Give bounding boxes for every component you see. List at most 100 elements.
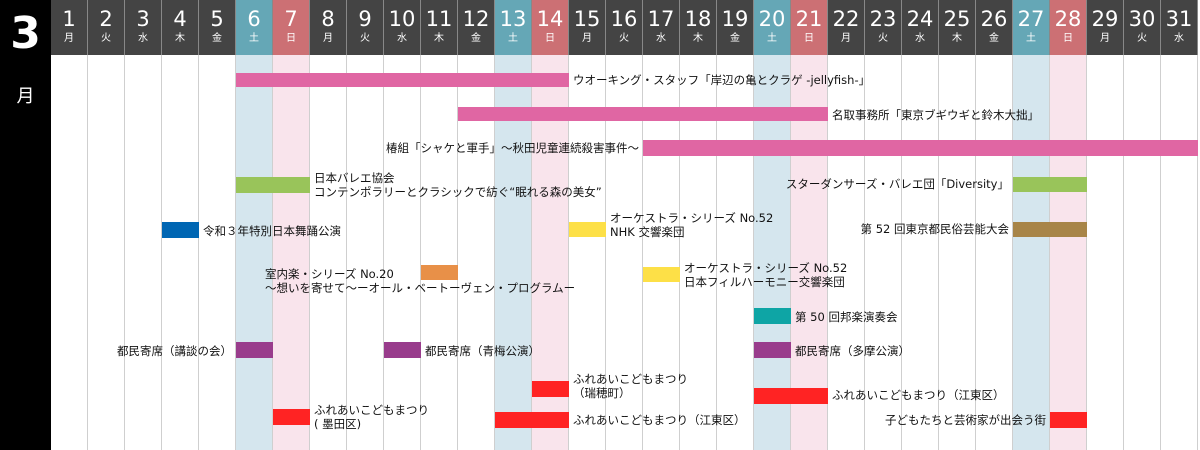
event-label-line: 都民寄席（講談の会） — [117, 344, 232, 358]
weekday-label: 水 — [1174, 33, 1184, 44]
day-number: 3 — [136, 7, 150, 31]
event-label-line: NHK 交響楽団 — [610, 225, 685, 239]
event-label-line: ふれあいこどもまつり（江東区） — [832, 388, 1005, 402]
event-stardancers-bar[interactable] — [1013, 177, 1087, 192]
weekday-label: 日 — [1063, 33, 1073, 44]
event-orchestra-nhk-label: オーケストラ・シリーズ No.52 NHK 交響楽団 — [610, 211, 773, 239]
event-natori-label: 名取事務所「東京ブギウギと鈴木大拙」 — [832, 108, 1039, 122]
weekday-label: 土 — [767, 33, 777, 44]
weekday-label: 日 — [286, 33, 296, 44]
day-column — [791, 0, 828, 450]
event-yose-ome-bar[interactable] — [384, 342, 421, 358]
event-fureai-sumida-bar[interactable] — [273, 409, 310, 425]
day-number: 19 — [721, 7, 749, 31]
event-yose-tama-label: 都民寄席（多摩公演） — [795, 344, 910, 358]
event-natori-bar[interactable] — [458, 107, 828, 121]
event-fureai-mizuho-bar[interactable] — [532, 381, 569, 397]
day-column — [680, 0, 717, 450]
day-column — [1124, 0, 1161, 450]
event-orchestra-japan-phil-bar[interactable] — [643, 267, 680, 282]
day-number: 12 — [462, 7, 490, 31]
day-number: 30 — [1128, 7, 1156, 31]
event-nihon-buyo-label: 令和３年特別日本舞踊公演 — [203, 224, 341, 238]
event-stardancers-label: スターダンサーズ・バレエ団「Diversity」 — [786, 177, 1009, 191]
weekday-label: 水 — [138, 33, 148, 44]
event-chamber-music-bar[interactable] — [421, 265, 458, 280]
weekday-label: 金 — [989, 33, 999, 44]
day-number: 28 — [1054, 7, 1082, 31]
event-label-line: 都民寄席（青梅公演） — [425, 344, 540, 358]
event-fureai-koto-1-bar[interactable] — [754, 388, 828, 404]
day-header: 28 日 — [1050, 0, 1087, 55]
event-minzoku-geino-label: 第 52 回東京都民俗芸能大会 — [861, 222, 1009, 236]
day-column — [606, 0, 643, 450]
day-number: 23 — [869, 7, 897, 31]
event-label-line: スターダンサーズ・バレエ団「Diversity」 — [785, 177, 1009, 191]
day-column — [310, 0, 347, 450]
day-column — [976, 0, 1013, 450]
day-column — [88, 0, 125, 450]
event-kodomo-artists-bar[interactable] — [1050, 412, 1087, 428]
day-column — [51, 0, 88, 450]
weekday-label: 木 — [952, 33, 962, 44]
day-column — [199, 0, 236, 450]
event-yose-ome-label: 都民寄席（青梅公演） — [425, 344, 540, 358]
event-fureai-koto-2-bar[interactable] — [495, 412, 569, 428]
weekday-label: 木 — [434, 33, 444, 44]
day-column — [939, 0, 976, 450]
day-number: 17 — [647, 7, 675, 31]
day-number: 1 — [62, 7, 76, 31]
event-yose-kodan-label: 都民寄席（講談の会） — [117, 344, 232, 358]
day-header: 23 火 — [865, 0, 902, 55]
day-number: 25 — [943, 7, 971, 31]
day-number: 14 — [536, 7, 564, 31]
day-column — [347, 0, 384, 450]
event-orchestra-nhk-bar[interactable] — [569, 222, 606, 237]
weekday-label: 火 — [1137, 33, 1147, 44]
day-header: 11 木 — [421, 0, 458, 55]
event-label-line: 名取事務所「東京ブギウギと鈴木大拙」 — [832, 108, 1039, 122]
day-number: 10 — [388, 7, 416, 31]
day-column — [125, 0, 162, 450]
event-walking-staff-label: ウオーキング・スタッフ「岸辺の亀とクラゲ -jellyfish-」 — [573, 73, 870, 87]
event-yose-kodan-bar[interactable] — [236, 342, 273, 358]
day-number: 6 — [247, 7, 261, 31]
event-walking-staff-bar[interactable] — [236, 73, 569, 87]
weekday-label: 水 — [915, 33, 925, 44]
event-orchestra-japan-phil-label: オーケストラ・シリーズ No.52 日本フィルハーモニー交響楽団 — [684, 261, 847, 289]
day-column — [458, 0, 495, 450]
weekday-label: 金 — [730, 33, 740, 44]
day-header: 18 木 — [680, 0, 717, 55]
event-kodomo-artists-label: 子どもたちと芸術家が出会う街 — [885, 413, 1046, 427]
day-column — [1087, 0, 1124, 450]
event-tsubakigumi-bar[interactable] — [643, 140, 1198, 156]
event-label-line: オーケストラ・シリーズ No.52 — [610, 211, 774, 225]
day-column — [421, 0, 458, 450]
event-chamber-music-label: 室内楽・シリーズ No.20 〜想いを寄せて〜ーオール・ベートーヴェン・プログラム… — [265, 267, 575, 295]
event-tsubakigumi-label: 椿組「シャケと軍手」〜秋田児童連続殺害事件〜 — [386, 141, 639, 155]
weekday-label: 金 — [471, 33, 481, 44]
weekday-label: 月 — [323, 33, 333, 44]
day-header: 19 金 — [717, 0, 754, 55]
event-nihon-buyo-bar[interactable] — [162, 222, 199, 238]
event-label-line: 第 52 回東京都民俗芸能大会 — [860, 222, 1009, 236]
day-number: 2 — [99, 7, 113, 31]
weekday-label: 火 — [360, 33, 370, 44]
event-label-line: 日本フィルハーモニー交響楽団 — [684, 275, 845, 289]
day-column — [1161, 0, 1198, 450]
day-header: 29 月 — [1087, 0, 1124, 55]
weekday-label: 月 — [1100, 33, 1110, 44]
event-minzoku-geino-bar[interactable] — [1013, 222, 1087, 237]
event-hogaku-label: 第 50 回邦楽演奏会 — [795, 310, 897, 324]
event-hogaku-bar[interactable] — [754, 308, 791, 324]
weekday-label: 月 — [582, 33, 592, 44]
event-yose-tama-bar[interactable] — [754, 342, 791, 358]
event-ballet-kyokai-bar[interactable] — [236, 177, 310, 193]
event-label-line: ( 墨田区) — [314, 417, 362, 431]
